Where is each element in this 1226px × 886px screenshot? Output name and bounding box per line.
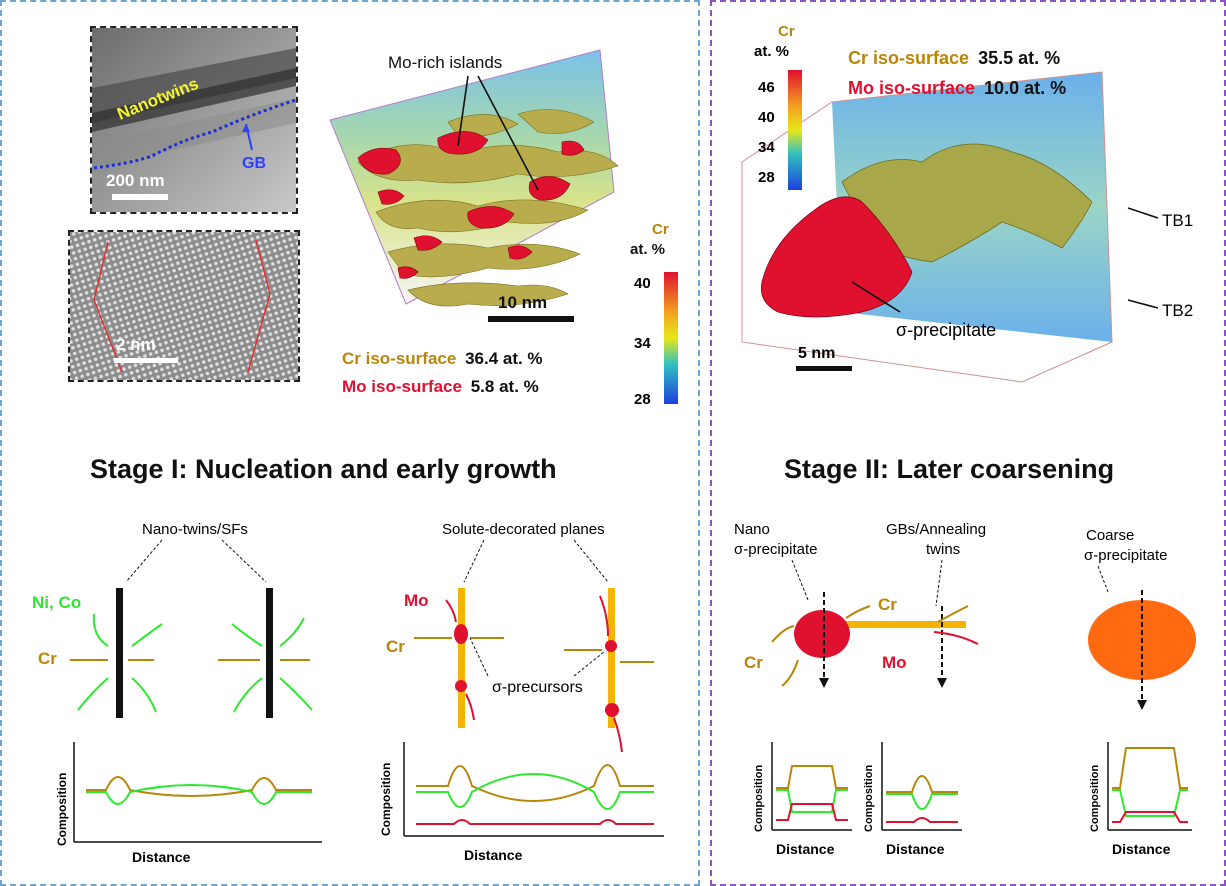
apt1-colorbar-title-unit: at. % bbox=[630, 241, 665, 258]
apt-map-stage1: Mo-rich islands 10 nm Cr at. % 40 34 28 … bbox=[329, 49, 678, 408]
twin-bar-right bbox=[266, 588, 273, 718]
apt2-colorbar-tick-34: 34 bbox=[758, 139, 775, 156]
schematic-b-top-label: Solute-decorated planes bbox=[442, 521, 605, 538]
hrtem-figure: 2 nm bbox=[70, 232, 298, 380]
coarse-label-2: σ-precipitate bbox=[1084, 547, 1167, 564]
schematic-nanotwins: Nano-twins/SFs Ni, Co Cr Composition Dis… bbox=[32, 521, 322, 865]
twin-bar-left bbox=[116, 588, 123, 718]
stage2-panel: Cr at. % 46 40 34 28 Cr iso-surface 35.5… bbox=[710, 0, 1226, 886]
stage2-cr-label-b: Cr bbox=[744, 653, 763, 672]
apt1-colorbar-tick-28: 28 bbox=[634, 391, 651, 408]
plot-c: Composition Distance bbox=[753, 742, 852, 857]
apt1-scale-label: 10 nm bbox=[498, 293, 547, 312]
tem-scale-label: 200 nm bbox=[106, 171, 165, 190]
apt2-colorbar-title-el: Cr bbox=[778, 23, 795, 40]
hrtem-scale-bar bbox=[114, 358, 178, 363]
stage2-title: Stage II: Later coarsening bbox=[784, 454, 1115, 484]
apt1-colorbar bbox=[664, 272, 678, 404]
plot-e-ylabel: Composition bbox=[1089, 765, 1101, 832]
mo-rich-islands-label: Mo-rich islands bbox=[388, 53, 502, 72]
stage2-mo-arrows bbox=[933, 631, 979, 645]
schematic-a-top-label: Nano-twins/SFs bbox=[142, 521, 248, 538]
tem-scale-bar bbox=[112, 194, 168, 200]
plot-e-xlabel: Distance bbox=[1112, 841, 1171, 857]
plot-c-xlabel: Distance bbox=[776, 841, 835, 857]
cr-flux-arrows-b bbox=[414, 637, 654, 663]
apt2-colorbar-tick-28: 28 bbox=[758, 169, 775, 186]
plane-left bbox=[458, 588, 465, 728]
apt2-mo-iso-label: Mo iso-surface 10.0 at. % bbox=[848, 78, 1066, 98]
apt1-colorbar-title-el: Cr bbox=[652, 221, 669, 238]
plot-d: Composition Distance bbox=[863, 742, 962, 857]
apt1-mo-iso-label: Mo iso-surface 5.8 at. % bbox=[342, 377, 539, 396]
tem-image-nanotwins: Nanotwins GB 200 nm bbox=[90, 26, 298, 214]
islands-arrow-1 bbox=[457, 75, 469, 147]
stage2-mo-label: Mo bbox=[882, 653, 907, 672]
nano-label-2: σ-precipitate bbox=[734, 541, 817, 558]
plot-b-cr-curve bbox=[416, 764, 654, 802]
hrtem-image: 2 nm bbox=[68, 230, 300, 382]
twin-boundary-left bbox=[93, 241, 123, 373]
schematic-a-cr-label: Cr bbox=[38, 649, 57, 668]
ni-co-flux-arrows bbox=[77, 613, 313, 713]
sigma-precipitate-blob bbox=[760, 196, 913, 318]
hrtem-scale-label: 2 nm bbox=[116, 335, 156, 354]
schematic-a-nico-label: Ni, Co bbox=[32, 593, 81, 612]
plot-e: Composition Distance bbox=[1089, 742, 1192, 857]
mo-flux-arrows bbox=[445, 595, 623, 753]
mo-rich-islands bbox=[357, 131, 585, 279]
stage2-cr-label-a: Cr bbox=[878, 595, 897, 614]
schematic-b-cr-label: Cr bbox=[386, 637, 405, 656]
apt2-tb2-label: TB2 bbox=[1162, 301, 1193, 320]
gbs-label-1: GBs/Annealing bbox=[886, 521, 986, 538]
apt2-tb1-label: TB1 bbox=[1162, 211, 1193, 230]
cr-iso-surfaces bbox=[357, 109, 619, 307]
apt1-cr-iso-label: Cr iso-surface 36.4 at. % bbox=[342, 349, 543, 368]
islands-arrow-2 bbox=[477, 75, 539, 191]
apt2-colorbar-tick-40: 40 bbox=[758, 109, 775, 126]
schematic-decorated-planes: Solute-decorated planes Mo Cr σ-precurso… bbox=[379, 521, 664, 863]
schematic-b-precursors-label: σ-precursors bbox=[492, 679, 583, 696]
sigma-precursor-dots bbox=[454, 624, 619, 717]
nano-label-1: Nano bbox=[734, 521, 770, 538]
twin-boundary-right bbox=[247, 239, 271, 373]
coarse-label-1: Coarse bbox=[1086, 527, 1134, 544]
tem-label-gb: GB bbox=[242, 155, 266, 172]
plot-a-ni-curve bbox=[86, 784, 312, 805]
apt2-colorbar bbox=[788, 70, 802, 190]
schematic-stage2: Nano σ-precipitate GBs/Annealing twins C… bbox=[734, 521, 1196, 857]
plot-a-cr-curve bbox=[86, 776, 312, 797]
schematic-b-mo-label: Mo bbox=[404, 591, 429, 610]
apt-map-stage2: Cr at. % 46 40 34 28 Cr iso-surface 35.5… bbox=[741, 23, 1193, 383]
apt2-scale-bar bbox=[796, 366, 852, 371]
gb-plane bbox=[822, 621, 966, 628]
nano-sigma-precipitate bbox=[794, 610, 850, 658]
apt1-scale-bar bbox=[488, 316, 574, 322]
plot-a-ylabel: Composition bbox=[55, 773, 69, 846]
apt1-colorbar-tick-40: 40 bbox=[634, 275, 651, 292]
stage1-title: Stage I: Nucleation and early growth bbox=[90, 454, 557, 484]
stage1-panel: Nanotwins GB 200 nm 2 nm bbox=[0, 0, 700, 886]
plot-b-mo-curve bbox=[416, 819, 654, 825]
apt2-scale-label: 5 nm bbox=[798, 345, 835, 362]
plot-b-ni-curve bbox=[416, 773, 654, 810]
plane-right bbox=[608, 588, 615, 728]
apt2-colorbar-tick-46: 46 bbox=[758, 79, 775, 96]
tem-nanotwins-figure: Nanotwins GB 200 nm bbox=[92, 28, 296, 212]
plot-d-xlabel: Distance bbox=[886, 841, 945, 857]
apt1-colorbar-tick-34: 34 bbox=[634, 335, 651, 352]
plot-a-xlabel: Distance bbox=[132, 849, 191, 865]
apt2-cr-iso-label: Cr iso-surface 35.5 at. % bbox=[848, 48, 1060, 68]
plot-b-xlabel: Distance bbox=[464, 847, 523, 863]
apt2-sigma-label: σ-precipitate bbox=[896, 320, 996, 340]
stage2-cr-arrows bbox=[771, 605, 969, 687]
plot-c-ylabel: Composition bbox=[753, 765, 765, 832]
plot-d-ylabel: Composition bbox=[863, 765, 875, 832]
apt2-colorbar-title-unit: at. % bbox=[754, 43, 789, 60]
plot-b-ylabel: Composition bbox=[379, 763, 393, 836]
gbs-label-2: twins bbox=[926, 541, 960, 558]
